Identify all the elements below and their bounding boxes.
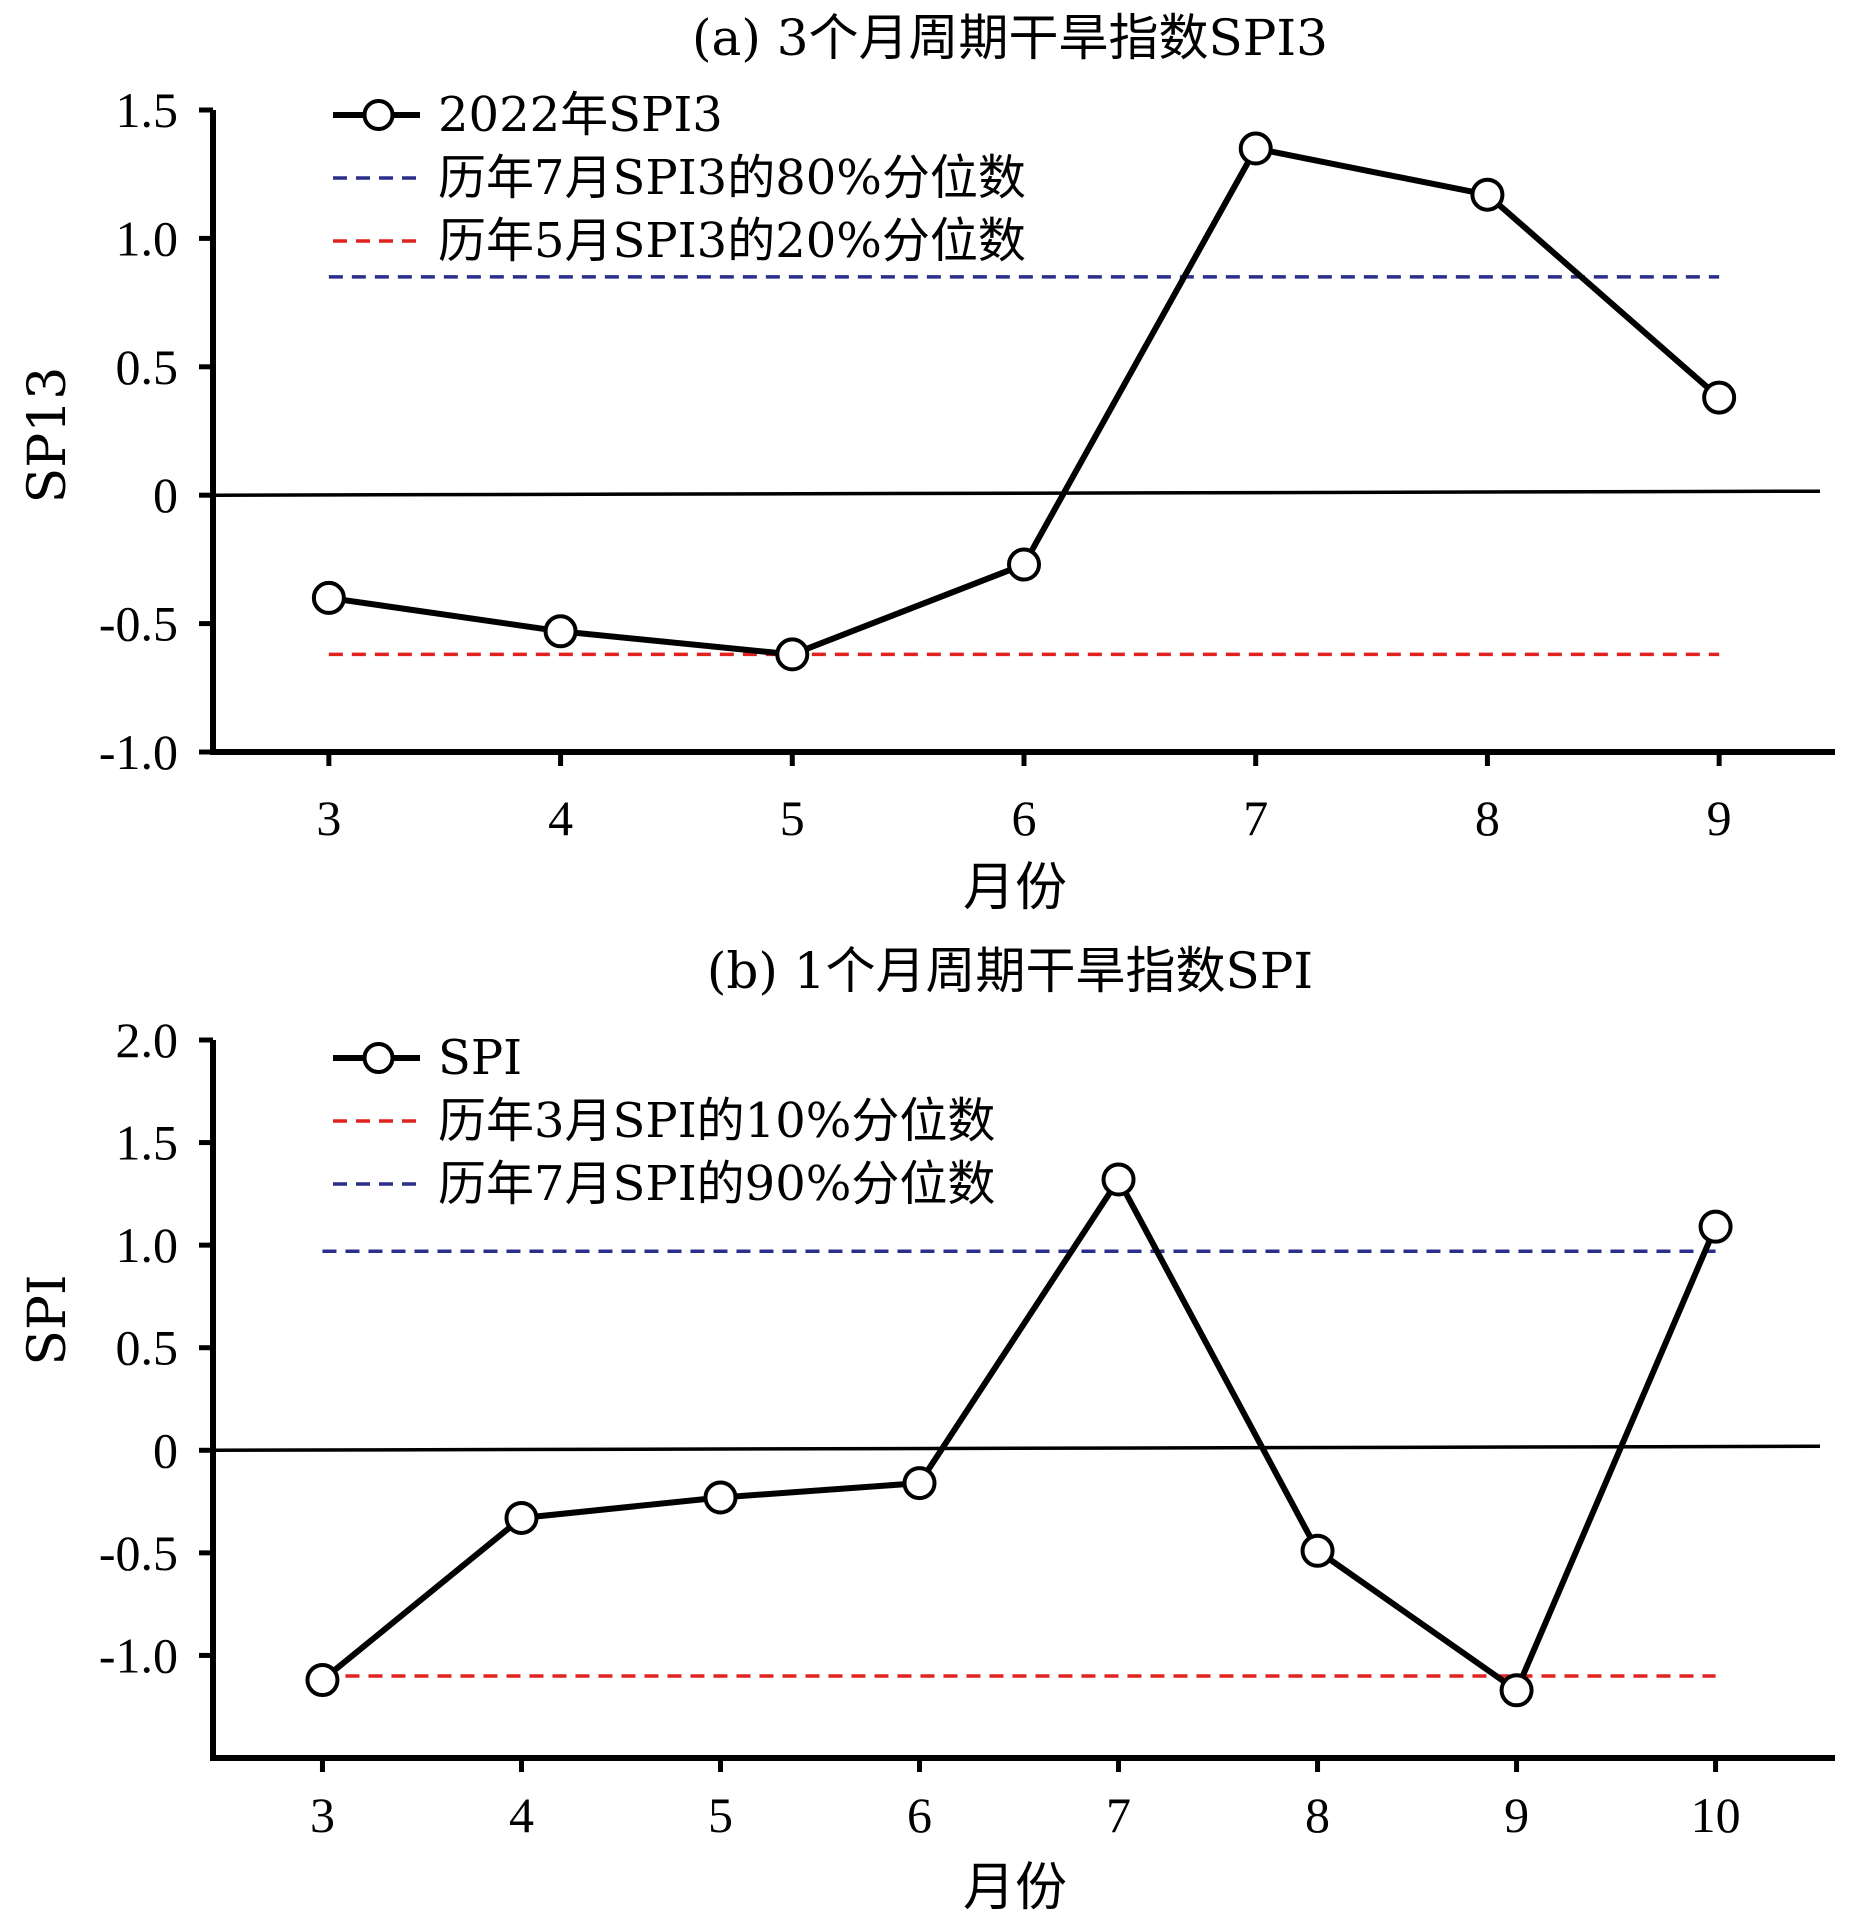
zero-line-b <box>212 1444 1821 1453</box>
y-tick-label: 0.5 <box>116 1320 179 1376</box>
data-point <box>1702 380 1737 415</box>
x-tick-label: 5 <box>780 790 805 846</box>
x-tick-label: 3 <box>310 1787 335 1843</box>
legend-label: 历年7月SPI3的80%分位数 <box>438 150 1026 206</box>
x-tick-label: 10 <box>1691 1787 1741 1843</box>
x-tick-label: 9 <box>1707 790 1732 846</box>
x-tick-label: 6 <box>1012 790 1037 846</box>
x-tick-label: 3 <box>316 790 341 846</box>
x-tick-label: 4 <box>548 790 573 846</box>
zero-line-a <box>212 489 1821 497</box>
chart-title-a: (a) 3个月周期干旱指数SPI3 <box>692 9 1328 67</box>
y-tick-label: -1.0 <box>99 1627 178 1683</box>
y-tick-label: 0 <box>153 467 178 523</box>
y-axis-label-b: SPI <box>18 1274 78 1365</box>
x-tick-label: 6 <box>907 1787 932 1843</box>
axes-a: -1.0 -0.5 0 0.5 1.0 1.5 3 4 5 6 7 8 9 <box>99 82 1835 846</box>
data-point <box>305 1663 340 1698</box>
legend-swatch-marker <box>362 99 395 131</box>
y-tick-label: -0.5 <box>99 596 178 652</box>
y-tick-label: -0.5 <box>99 1525 178 1581</box>
x-tick-label: 8 <box>1475 790 1500 846</box>
reference-lines-b <box>322 1249 1716 1678</box>
legend-label: 历年3月SPI的10%分位数 <box>438 1093 995 1149</box>
data-line-group-b <box>320 1176 1719 1694</box>
data-point <box>1101 1162 1136 1197</box>
markers-a <box>311 131 1737 672</box>
data-point <box>1698 1209 1733 1244</box>
x-tick-label: 4 <box>509 1787 534 1843</box>
data-point <box>703 1480 738 1515</box>
x-tick-label: 9 <box>1504 1787 1529 1843</box>
y-tick-label: 1.0 <box>116 210 179 266</box>
x-axis-label-a: 月份 <box>963 858 1067 918</box>
y-tick-label: 0 <box>153 1422 178 1478</box>
data-point <box>543 614 578 649</box>
data-point <box>504 1500 539 1535</box>
x-tick-label: 8 <box>1305 1787 1330 1843</box>
chart-title-b: (b) 1个月周期干旱指数SPI <box>707 942 1313 1000</box>
legend-label: 历年5月SPI3的20%分位数 <box>438 213 1026 269</box>
y-tick-label: 0.5 <box>116 339 179 395</box>
panel-a: (a) 3个月周期干旱指数SPI3 月份 SP13 -1.0 -0.5 0 0.5 1.… <box>18 9 1835 918</box>
data-point <box>1300 1533 1335 1568</box>
legend-label: SPI <box>438 1030 522 1086</box>
data-point <box>1238 131 1273 166</box>
y-tick-label: 1.5 <box>116 1115 179 1171</box>
legend-swatch-marker <box>362 1042 395 1074</box>
data-point <box>775 637 810 672</box>
y-tick-label: 1.0 <box>116 1217 179 1273</box>
data-point <box>311 580 346 615</box>
legend-label: 2022年SPI3 <box>438 87 723 143</box>
zero-line <box>212 489 1821 497</box>
y-tick-label: -1.0 <box>99 724 178 780</box>
x-tick-label: 7 <box>1243 790 1268 846</box>
y-tick-label: 2.0 <box>116 1012 179 1068</box>
data-line-b <box>320 1176 1719 1694</box>
legend-label: 历年7月SPI的90%分位数 <box>438 1156 995 1212</box>
markers-b <box>305 1162 1733 1708</box>
y-tick-label: 1.5 <box>116 82 179 138</box>
data-point <box>902 1466 937 1501</box>
data-point <box>1007 547 1041 582</box>
zero-line <box>212 1444 1821 1453</box>
reference-lines-a <box>328 275 1720 657</box>
data-point <box>1470 177 1505 212</box>
x-axis-label-b: 月份 <box>963 1858 1067 1918</box>
y-axis-label-a: SP13 <box>18 367 78 504</box>
x-tick-label: 5 <box>708 1787 733 1843</box>
axes-b: -1.0 -0.5 0 0.5 1.0 1.5 2.0 3 4 5 6 7 8 9 10 <box>99 1012 1835 1843</box>
panel-b: (b) 1个月周期干旱指数SPI 月份 SPI -1.0 -0.5 0 0.5 1.0 1… <box>18 942 1835 1918</box>
x-tick-label: 7 <box>1106 1787 1131 1843</box>
data-point <box>1499 1673 1534 1708</box>
